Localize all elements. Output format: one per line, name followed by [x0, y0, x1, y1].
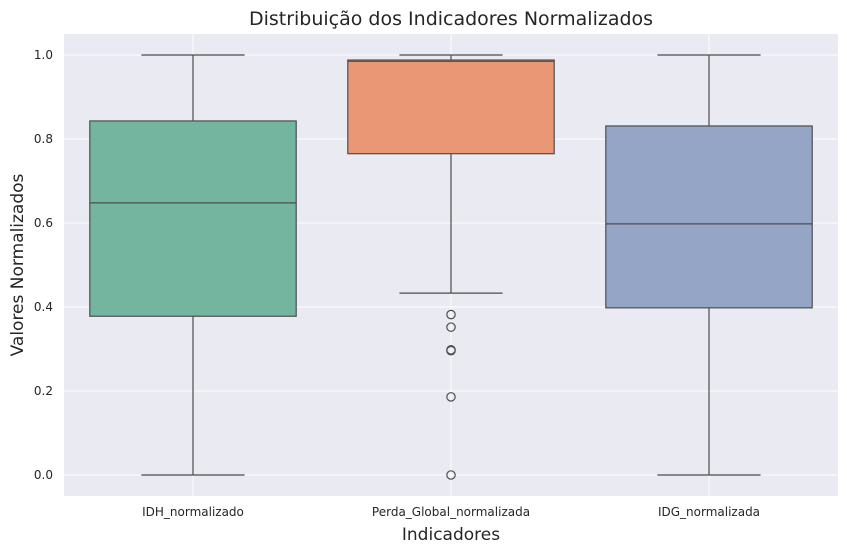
- iqr-box: [89, 120, 297, 317]
- box-Perda_Global_normalizada: [347, 54, 555, 480]
- outlier-point: [446, 309, 456, 320]
- chart-title: Distribuição dos Indicadores Normalizado…: [249, 8, 653, 30]
- outlier-point: [446, 470, 456, 480]
- y-tick-label: 0.4: [34, 300, 53, 314]
- y-tick-label: 0.8: [34, 132, 53, 146]
- tick-layer: 0.0 0.2 0.4 0.6 0.8 1.0 IDH_normalizado Perda_G…: [34, 48, 760, 519]
- x-tick-label: IDH_normalizado: [142, 505, 244, 519]
- iqr-box: [347, 59, 555, 155]
- box-IDH_normalizado: [89, 54, 297, 476]
- iqr-box: [605, 125, 813, 309]
- outlier-point: [446, 345, 456, 356]
- box-IDG_normalizada: [605, 54, 813, 476]
- x-tick-label: IDG_normalizada: [658, 505, 760, 519]
- y-tick-label: 1.0: [34, 48, 53, 62]
- x-axis-title: Indicadores: [402, 525, 500, 545]
- y-axis-title: Valores Normalizados: [8, 173, 28, 356]
- box-layer: [89, 54, 813, 480]
- y-tick-label: 0.0: [34, 468, 53, 482]
- y-tick-label: 0.6: [34, 216, 53, 230]
- outlier-point: [446, 392, 456, 402]
- x-tick-label: Perda_Global_normalizada: [372, 505, 530, 519]
- y-tick-label: 0.2: [34, 384, 53, 398]
- outlier-point: [446, 322, 456, 332]
